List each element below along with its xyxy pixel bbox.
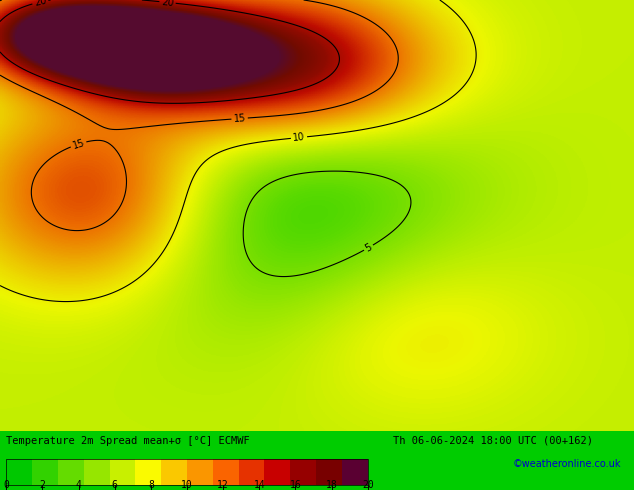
- FancyBboxPatch shape: [32, 460, 58, 485]
- Text: 5: 5: [363, 242, 373, 253]
- Text: 12: 12: [217, 480, 229, 490]
- FancyBboxPatch shape: [6, 460, 32, 485]
- FancyBboxPatch shape: [84, 460, 110, 485]
- Text: 20: 20: [362, 480, 373, 490]
- FancyBboxPatch shape: [161, 460, 187, 485]
- FancyBboxPatch shape: [136, 460, 161, 485]
- FancyBboxPatch shape: [187, 460, 213, 485]
- Text: 20: 20: [161, 0, 174, 8]
- FancyBboxPatch shape: [213, 460, 238, 485]
- Text: 4: 4: [75, 480, 82, 490]
- Text: 2: 2: [39, 480, 46, 490]
- FancyBboxPatch shape: [238, 460, 264, 485]
- FancyBboxPatch shape: [264, 460, 290, 485]
- Text: Temperature 2m Spread mean+σ [°C] ECMWF: Temperature 2m Spread mean+σ [°C] ECMWF: [6, 436, 250, 446]
- Text: 20: 20: [33, 0, 48, 8]
- Text: 10: 10: [181, 480, 193, 490]
- FancyBboxPatch shape: [342, 460, 368, 485]
- FancyBboxPatch shape: [316, 460, 342, 485]
- Text: Th 06-06-2024 18:00 UTC (00+162): Th 06-06-2024 18:00 UTC (00+162): [393, 436, 593, 446]
- Text: 15: 15: [71, 138, 86, 151]
- Text: 15: 15: [233, 113, 246, 124]
- Text: 8: 8: [148, 480, 154, 490]
- FancyBboxPatch shape: [58, 460, 84, 485]
- FancyBboxPatch shape: [290, 460, 316, 485]
- Text: ©weatheronline.co.uk: ©weatheronline.co.uk: [513, 459, 621, 468]
- Text: 0: 0: [3, 480, 10, 490]
- Text: 10: 10: [292, 132, 306, 143]
- FancyBboxPatch shape: [110, 460, 136, 485]
- Text: 18: 18: [326, 480, 337, 490]
- Text: 6: 6: [112, 480, 118, 490]
- Text: 16: 16: [290, 480, 301, 490]
- Text: 14: 14: [254, 480, 265, 490]
